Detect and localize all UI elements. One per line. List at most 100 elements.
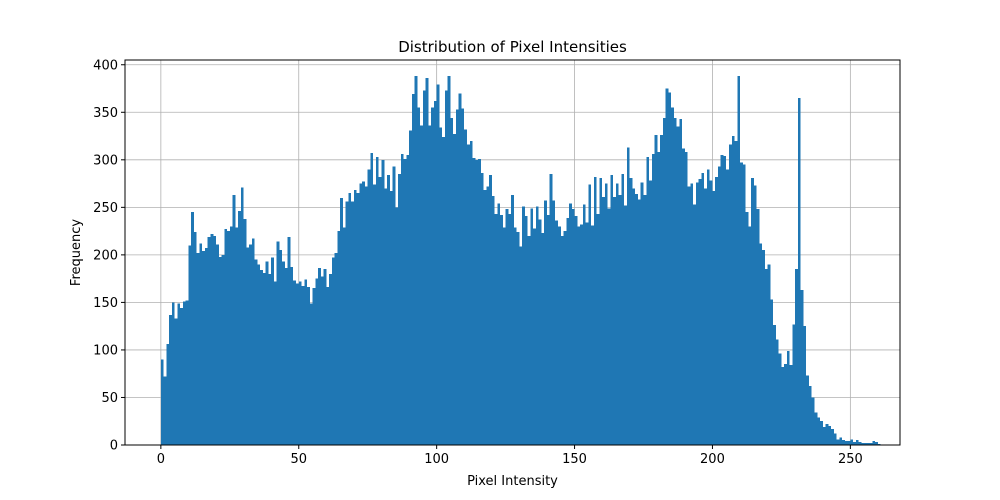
histogram-bar <box>831 428 834 445</box>
histogram-bar <box>193 232 197 445</box>
histogram-bar <box>866 443 870 445</box>
histogram-bar <box>271 257 274 445</box>
histogram-bar <box>563 231 567 445</box>
histogram-bar <box>420 125 423 445</box>
histogram-bar <box>480 173 484 445</box>
histogram-bar <box>254 259 258 445</box>
histogram-bar <box>431 107 434 446</box>
histogram-bar <box>436 84 440 445</box>
histogram-bar <box>552 200 556 445</box>
histogram-bar <box>249 244 252 445</box>
histogram-bar <box>433 100 437 446</box>
histogram-bar <box>279 250 283 445</box>
histogram-bar <box>320 276 324 445</box>
histogram-bar <box>555 220 559 445</box>
histogram-bar <box>530 208 534 445</box>
histogram-bar <box>668 92 672 445</box>
histogram-bar <box>654 135 658 446</box>
histogram-bar <box>574 215 578 445</box>
histogram-bar <box>284 268 288 445</box>
histogram-bar <box>483 190 487 445</box>
histogram-bar <box>649 180 652 445</box>
histogram-bar <box>701 173 705 445</box>
histogram-bar <box>199 243 203 445</box>
histogram-bar <box>651 154 655 445</box>
histogram-bar <box>375 156 379 446</box>
histogram-bar <box>588 184 592 445</box>
histogram-bar <box>635 194 638 445</box>
histogram-bar <box>560 235 564 445</box>
histogram-bar <box>817 417 821 445</box>
histogram-bar <box>389 191 393 445</box>
histogram-bar <box>535 206 539 445</box>
histogram-bar <box>646 156 650 446</box>
histogram-bar <box>729 144 732 446</box>
histogram-bar <box>351 201 354 445</box>
histogram-bar <box>527 235 531 445</box>
histogram-bar <box>229 226 233 445</box>
histogram-bar <box>629 177 633 446</box>
histogram-bar <box>717 166 721 446</box>
histogram-bar <box>362 181 365 445</box>
histogram-bar <box>364 186 368 445</box>
histogram-bar <box>734 140 738 445</box>
histogram-bar <box>356 193 360 445</box>
histogram-bar <box>839 437 843 445</box>
histogram-bar <box>566 217 570 445</box>
histogram-bar <box>210 233 214 445</box>
histogram-bar <box>251 238 255 445</box>
histogram-bar <box>345 201 349 445</box>
histogram-bar <box>387 175 390 445</box>
histogram-bar <box>632 188 636 446</box>
histogram-bar <box>519 246 523 445</box>
histogram-bar <box>767 264 771 445</box>
histogram-bar <box>331 257 335 445</box>
histogram-bar <box>403 158 407 445</box>
histogram-bar <box>298 281 302 445</box>
histogram-bar <box>756 209 760 445</box>
histogram-bar <box>781 367 785 445</box>
histogram-bar <box>475 159 479 445</box>
histogram-bar <box>315 278 319 445</box>
histogram-bar <box>833 433 837 445</box>
histogram-bar <box>836 439 840 445</box>
histogram-bar <box>400 154 404 445</box>
histogram-bar <box>478 158 481 445</box>
histogram-bar <box>367 169 371 445</box>
x-tick-label: 100 <box>424 452 449 467</box>
histogram-bar <box>687 186 691 445</box>
histogram-bar <box>326 287 330 445</box>
histogram-bar <box>425 78 429 445</box>
histogram-bar <box>825 424 829 445</box>
histogram-bar <box>196 252 200 445</box>
histogram-bar <box>359 183 363 445</box>
histogram-bar <box>541 233 545 445</box>
histogram-bar <box>657 152 661 445</box>
histogram-bar <box>745 212 749 445</box>
histogram-bar <box>378 176 382 446</box>
y-tick-label: 350 <box>93 106 118 121</box>
histogram-bar <box>500 214 503 445</box>
histogram-bar <box>861 443 865 445</box>
histogram-bar <box>268 273 272 445</box>
histogram-bar <box>318 268 321 445</box>
histogram-bar <box>549 174 553 445</box>
histogram-bar <box>411 94 415 445</box>
histogram-bar <box>511 194 514 445</box>
histogram-bar <box>822 426 826 445</box>
histogram-bar <box>373 184 376 445</box>
histogram-bar <box>872 441 876 445</box>
plot-frame <box>124 59 901 446</box>
y-tick-label: 400 <box>93 58 118 73</box>
histogram-bar <box>218 256 222 445</box>
y-tick-label: 50 <box>101 391 118 406</box>
histogram-bar <box>342 227 346 445</box>
histogram-bar <box>582 204 586 445</box>
histogram-bar <box>676 126 680 445</box>
histogram-bar <box>602 196 605 445</box>
histogram-bar <box>265 261 269 445</box>
histogram-bar <box>571 209 575 445</box>
histogram-bar <box>775 339 779 445</box>
histogram-bar <box>704 188 707 446</box>
